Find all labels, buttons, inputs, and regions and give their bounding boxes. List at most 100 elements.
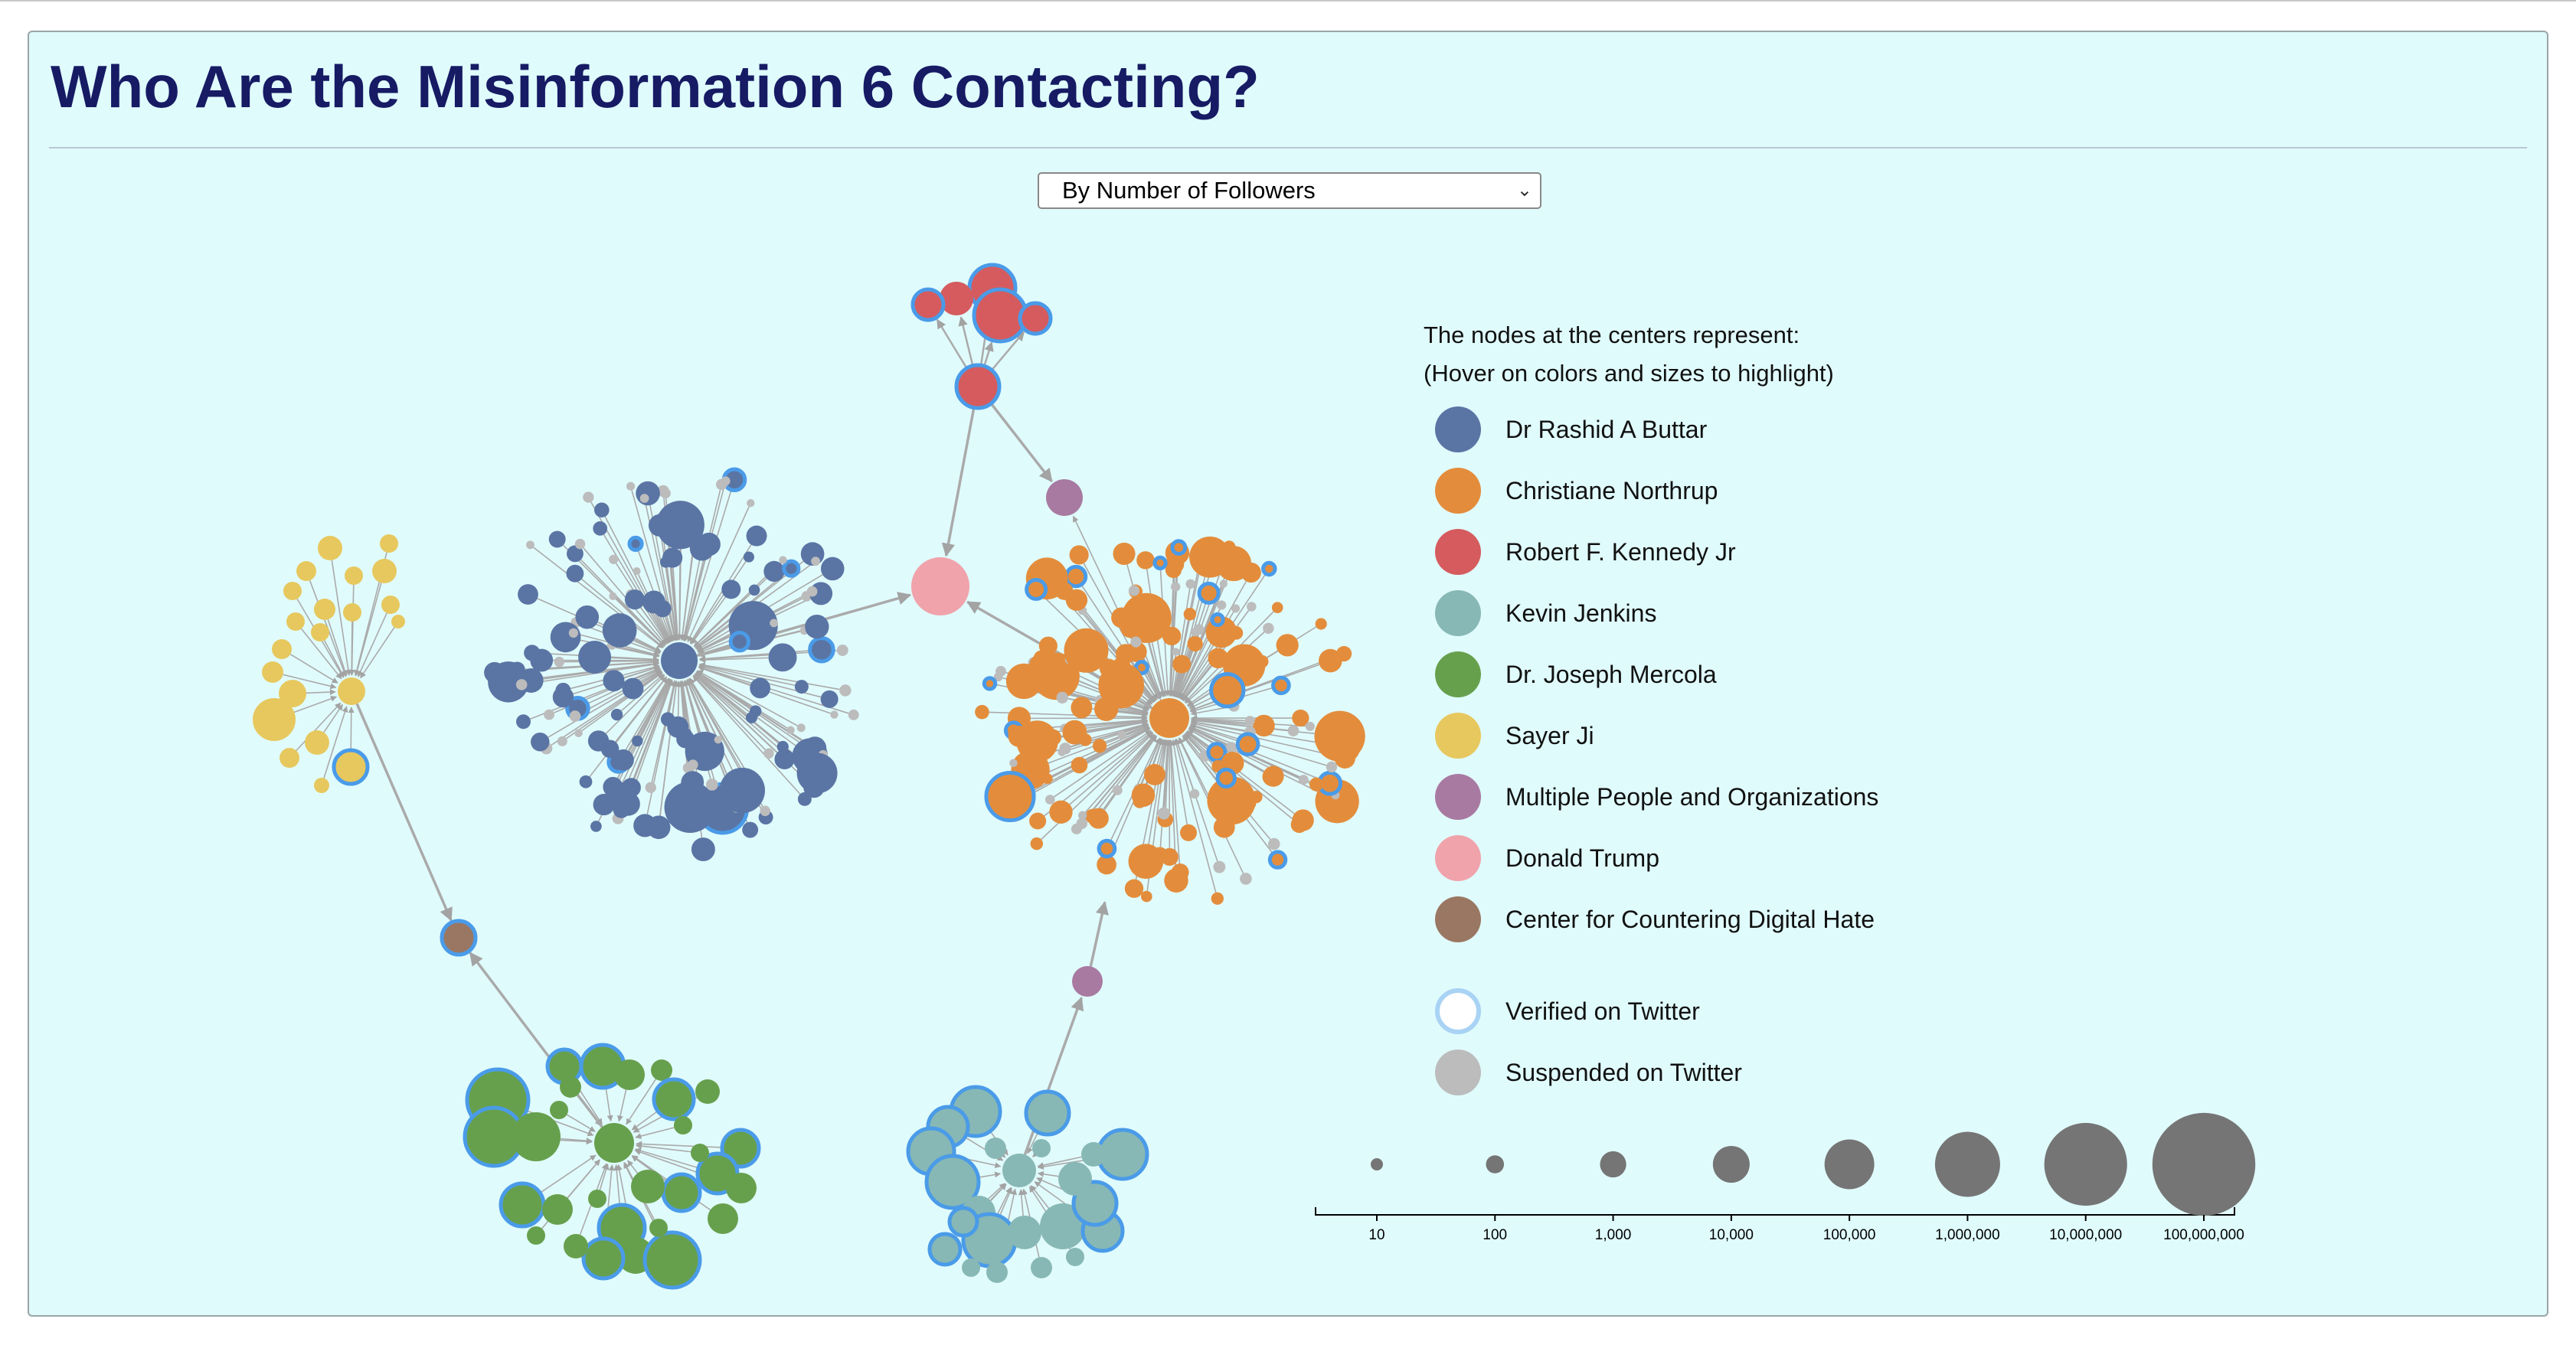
buttar-cluster-node[interactable] <box>742 821 759 838</box>
sayer-ji-node[interactable] <box>286 612 305 631</box>
northrup-cluster-node[interactable] <box>1292 709 1309 727</box>
buttar-cluster-node[interactable] <box>531 732 550 752</box>
northrup-cluster-node[interactable] <box>1217 600 1227 610</box>
sayer-ji-hub[interactable] <box>338 677 365 705</box>
mercola-node[interactable] <box>581 1236 626 1281</box>
buttar-cluster-node[interactable] <box>768 643 797 672</box>
sayer-ji-node[interactable] <box>391 615 405 628</box>
northrup-cluster-node[interactable] <box>1213 860 1226 873</box>
jenkins-hub[interactable] <box>1002 1154 1036 1187</box>
northrup-cluster-node[interactable] <box>1315 618 1327 630</box>
northrup-cluster-node[interactable] <box>1305 721 1315 731</box>
northrup-cluster-node[interactable] <box>1235 732 1260 757</box>
northrup-cluster-node[interactable] <box>1183 608 1197 621</box>
buttar-cluster-node[interactable] <box>748 584 760 596</box>
jenkins-node[interactable] <box>927 1232 963 1267</box>
northrup-cluster-node[interactable] <box>1078 811 1087 820</box>
mercola-node[interactable] <box>695 1079 720 1104</box>
buttar-cluster-node[interactable] <box>593 521 608 536</box>
buttar-cluster-node[interactable] <box>622 677 644 700</box>
buttar-cluster-node[interactable] <box>763 560 785 582</box>
buttar-cluster-node[interactable] <box>836 645 848 656</box>
buttar-cluster-node[interactable] <box>786 726 795 735</box>
buttar-cluster-node[interactable] <box>516 714 531 730</box>
buttar-cluster-node[interactable] <box>587 730 610 752</box>
buttar-cluster-node[interactable] <box>616 756 630 769</box>
buttar-cluster-node[interactable] <box>632 735 643 747</box>
buttar-cluster-node[interactable] <box>544 709 555 720</box>
buttar-cluster-node[interactable] <box>808 635 835 664</box>
mercola-node[interactable] <box>708 1203 738 1234</box>
mercola-node[interactable] <box>691 1144 709 1162</box>
buttar-cluster-node[interactable] <box>734 605 755 625</box>
northrup-cluster-node[interactable] <box>1058 748 1067 756</box>
buttar-cluster-node[interactable] <box>567 545 584 563</box>
mercola-node[interactable] <box>614 1059 645 1090</box>
size-scale-circle[interactable] <box>2044 1122 2127 1206</box>
jenkins-node[interactable] <box>1008 1216 1041 1249</box>
buttar-cluster-node[interactable] <box>530 648 554 672</box>
northrup-cluster-node[interactable] <box>1271 675 1291 696</box>
buttar-cluster-node[interactable] <box>583 491 594 503</box>
sayer-ji-node[interactable] <box>381 596 400 614</box>
buttar-cluster-node[interactable] <box>639 494 649 503</box>
buttar-cluster-node[interactable] <box>745 774 757 786</box>
buttar-cluster-node[interactable] <box>749 705 762 717</box>
size-scale-circle[interactable] <box>1824 1139 1875 1190</box>
sayer-ji-node[interactable] <box>279 680 306 707</box>
buttar-cluster-node[interactable] <box>820 557 845 581</box>
buttar-cluster-node[interactable] <box>633 566 641 576</box>
northrup-cluster-node[interactable] <box>1009 759 1018 768</box>
northrup-cluster-node[interactable] <box>1113 542 1136 565</box>
northrup-cluster-hub[interactable] <box>1149 698 1189 738</box>
northrup-cluster-node[interactable] <box>1309 777 1324 792</box>
buttar-cluster-node[interactable] <box>609 592 617 601</box>
buttar-cluster-node[interactable] <box>782 559 801 578</box>
graph-nodes[interactable] <box>253 263 1365 1290</box>
buttar-cluster-node[interactable] <box>806 586 818 597</box>
mercola-node[interactable] <box>542 1194 573 1225</box>
buttar-cluster-node[interactable] <box>750 677 771 699</box>
northrup-cluster-node[interactable] <box>1064 564 1088 589</box>
buttar-cluster-node[interactable] <box>515 679 528 690</box>
buttar-cluster-node[interactable] <box>660 488 671 499</box>
mercola-node[interactable] <box>674 1116 692 1134</box>
mercola-node[interactable] <box>560 1076 581 1098</box>
buttar-cluster-node[interactable] <box>655 501 704 550</box>
buttar-cluster-node[interactable] <box>602 613 637 648</box>
northrup-cluster-node[interactable] <box>1255 655 1269 668</box>
northrup-cluster-node[interactable] <box>1164 868 1188 893</box>
northrup-cluster-node[interactable] <box>1098 662 1145 709</box>
jenkins-node[interactable] <box>1040 1203 1086 1249</box>
size-scale-circle[interactable] <box>1600 1151 1626 1178</box>
size-scale-circle[interactable] <box>1934 1131 2000 1197</box>
sayer-ji-node[interactable] <box>314 778 329 793</box>
sayer-ji-node[interactable] <box>380 534 398 553</box>
northrup-cluster-node[interactable] <box>1210 612 1225 628</box>
northrup-cluster-node[interactable] <box>1038 636 1058 655</box>
northrup-cluster-node[interactable] <box>1172 655 1192 674</box>
northrup-cluster-node[interactable] <box>1071 697 1093 719</box>
sayer-ji-node[interactable] <box>280 748 299 768</box>
buttar-cluster-node[interactable] <box>557 736 567 746</box>
northrup-cluster-node[interactable] <box>1180 824 1198 841</box>
buttar-cluster-node[interactable] <box>714 736 722 744</box>
northrup-cluster-node[interactable] <box>984 770 1036 823</box>
buttar-cluster-node[interactable] <box>763 748 774 759</box>
northrup-cluster-node[interactable] <box>1064 628 1109 673</box>
jenkins-node[interactable] <box>924 1154 981 1210</box>
northrup-cluster-node[interactable] <box>1152 555 1168 571</box>
sort-dropdown[interactable]: By Number of Followers ⌄ <box>1038 172 1541 209</box>
northrup-cluster-node[interactable] <box>1193 624 1205 635</box>
buttar-cluster-node[interactable] <box>554 656 565 668</box>
buttar-cluster-node[interactable] <box>526 540 534 550</box>
buttar-cluster-node[interactable] <box>770 619 779 628</box>
northrup-cluster-node[interactable] <box>1123 610 1143 630</box>
northrup-cluster-node[interactable] <box>1041 773 1053 785</box>
buttar-cluster-node[interactable] <box>636 481 660 506</box>
mercola-node[interactable] <box>588 1190 606 1208</box>
buttar-cluster-node[interactable] <box>715 478 727 491</box>
mercola-node[interactable] <box>564 1234 588 1258</box>
northrup-cluster-node[interactable] <box>1008 725 1030 747</box>
